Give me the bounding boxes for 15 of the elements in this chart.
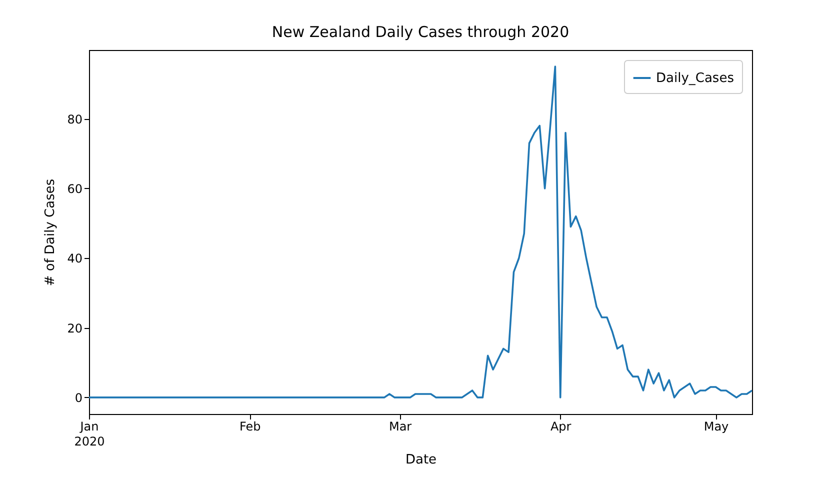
x-tick-label: Feb bbox=[239, 420, 261, 434]
x-tick-label: Jan 2020 bbox=[74, 420, 105, 448]
y-tick-label: 80 bbox=[67, 112, 82, 126]
y-tick-label: 20 bbox=[67, 321, 82, 336]
y-tick-label: 40 bbox=[67, 252, 82, 266]
line-series bbox=[88, 66, 753, 398]
x-axis-title: Date bbox=[405, 452, 437, 468]
legend-label: Daily_Cases bbox=[656, 71, 734, 86]
x-tick-label: Apr bbox=[550, 420, 572, 434]
y-axis-title: # of Daily Cases bbox=[43, 178, 58, 286]
x-tick-label: May bbox=[704, 420, 729, 434]
y-tick-label: 0 bbox=[74, 390, 82, 405]
x-tick-label: Mar bbox=[388, 420, 412, 434]
y-tick-label: 60 bbox=[67, 182, 82, 196]
chart-title: New Zealand Daily Cases through 2020 bbox=[272, 23, 570, 41]
